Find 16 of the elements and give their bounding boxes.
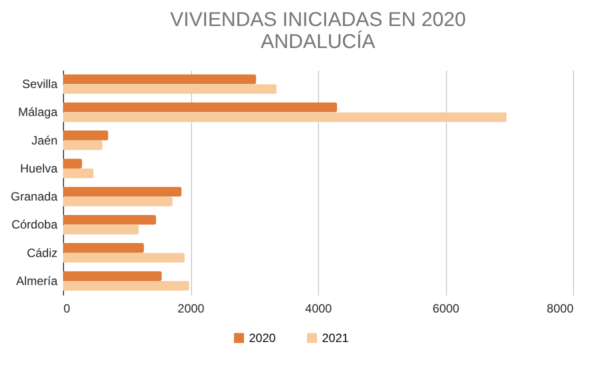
x-tick-label: 0 [64, 302, 70, 316]
y-tick-label: Málaga [18, 105, 58, 120]
chart-title: VIVIENDAS INICIADAS EN 2020 ANDALUCÍA [170, 9, 466, 53]
y-tick-label: Huelva [20, 161, 58, 176]
y-tick-label: Córdoba [11, 218, 58, 232]
y-tick-label: Granada [10, 190, 58, 204]
legend-label: 2020 [249, 331, 276, 345]
legend-label: 2021 [322, 331, 350, 345]
y-tick-label: Jaén [31, 133, 58, 148]
x-tick-label: 6000 [432, 302, 460, 316]
x-tick-label: 4000 [305, 302, 332, 316]
x-tick-label: 8000 [546, 302, 574, 316]
y-tick-label: Sevilla [22, 77, 58, 92]
y-tick-label: Cádiz [26, 246, 58, 260]
y-tick-label: Almería [16, 274, 58, 288]
x-tick-label: 2000 [178, 302, 205, 316]
